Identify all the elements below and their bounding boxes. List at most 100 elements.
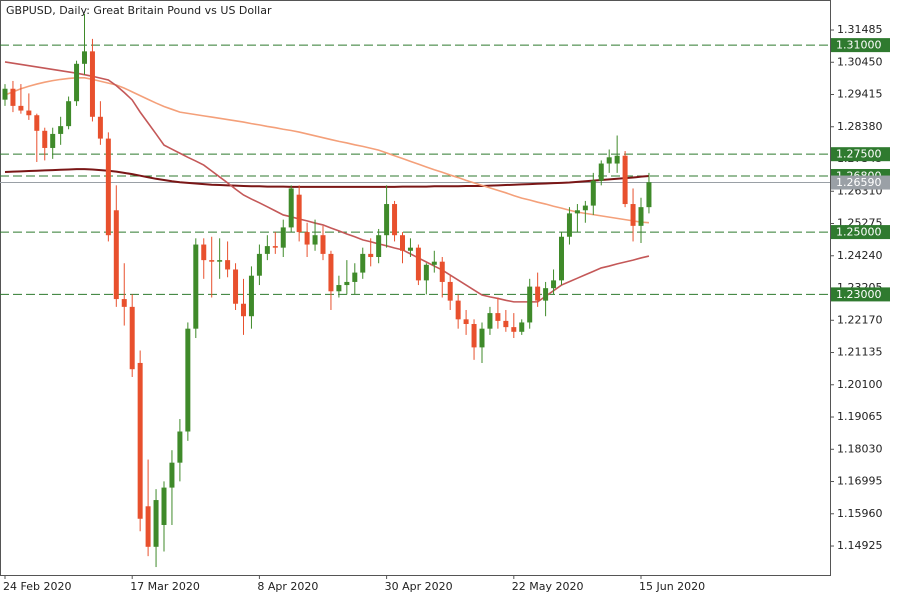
- candle-body: [193, 244, 199, 329]
- candle-body: [392, 204, 398, 236]
- x-tick-label: 30 Apr 2020: [385, 580, 453, 593]
- x-tick-label: 15 Jun 2020: [639, 580, 705, 593]
- candle-body: [400, 235, 405, 251]
- level-tag: [831, 38, 890, 53]
- x-tick-label: 8 Apr 2020: [257, 580, 318, 593]
- candle-body: [447, 281, 453, 301]
- candle-body: [368, 253, 374, 258]
- candle-body: [590, 180, 596, 206]
- candle-body: [463, 319, 469, 325]
- candle-body: [551, 280, 557, 289]
- y-tick-label: 1.22170: [837, 313, 883, 326]
- candle-body: [34, 115, 40, 131]
- candle-body: [511, 327, 517, 332]
- candle-body: [535, 286, 541, 301]
- candle-body: [328, 253, 334, 292]
- y-tick-label: 1.20100: [837, 378, 883, 391]
- x-tick-label: 17 Mar 2020: [130, 580, 200, 593]
- candle-body: [26, 110, 32, 116]
- candle-body: [519, 322, 525, 332]
- candle-body: [296, 194, 302, 233]
- candle-body: [415, 247, 421, 281]
- candle-body: [407, 247, 413, 251]
- candle-body: [376, 235, 382, 258]
- candle-body: [622, 155, 628, 205]
- candle-body: [606, 157, 612, 164]
- candle-body: [543, 288, 549, 301]
- candle-body: [574, 210, 580, 214]
- candle-body: [439, 261, 445, 282]
- candle-body: [304, 232, 310, 245]
- candle-body: [225, 260, 231, 270]
- marks: [0, 13, 830, 568]
- candle-body: [241, 303, 246, 317]
- candle-body: [423, 264, 429, 281]
- candle-body: [559, 236, 564, 281]
- candle-body: [455, 300, 461, 320]
- candle-body: [58, 126, 64, 134]
- candle-body: [66, 101, 72, 127]
- y-tick-label: 1.14925: [837, 539, 883, 552]
- candle-body: [74, 63, 80, 102]
- candle-body: [384, 204, 390, 236]
- level-tag: [831, 287, 890, 302]
- candle-body: [137, 362, 143, 519]
- y-tick-label: 1.18030: [837, 442, 883, 455]
- candle-body: [89, 51, 95, 117]
- candle-body: [97, 116, 103, 139]
- candle-body: [129, 306, 135, 370]
- level-label: 1.31000: [836, 39, 882, 52]
- candle-body: [479, 328, 485, 348]
- candle-body: [50, 133, 56, 148]
- candle-body: [614, 155, 620, 164]
- candle-body: [113, 210, 119, 300]
- candle-body: [471, 324, 477, 348]
- candle-body: [161, 487, 167, 525]
- candle-body: [503, 320, 509, 328]
- candle-body: [582, 205, 588, 211]
- moving-average: [4, 77, 650, 224]
- candle-body: [145, 506, 151, 547]
- candle-body: [344, 281, 350, 286]
- candle-body: [209, 260, 215, 262]
- x-tick-label: 22 May 2020: [512, 580, 584, 593]
- candle-body: [185, 328, 191, 432]
- candle-body: [248, 275, 254, 317]
- candle-body: [280, 227, 286, 248]
- candle-body: [105, 138, 111, 236]
- candle-body: [360, 253, 366, 273]
- candle-body: [272, 246, 278, 248]
- candle-body: [646, 182, 652, 208]
- y-tick-label: 1.24240: [837, 249, 883, 262]
- y-tick-label: 1.29415: [837, 88, 883, 101]
- candle-body: [598, 163, 604, 181]
- candle-body: [336, 285, 342, 292]
- candle-body: [201, 244, 207, 261]
- y-tick-label: 1.15960: [837, 507, 883, 520]
- candle-body: [18, 105, 24, 111]
- candle-body: [630, 204, 636, 226]
- level-label: 1.23000: [836, 288, 882, 301]
- candle-body: [10, 88, 16, 106]
- candle-body: [638, 207, 644, 226]
- candle-body: [82, 51, 87, 64]
- y-tick-label: 1.28380: [837, 120, 883, 133]
- candle-body: [312, 235, 318, 245]
- candle-body: [566, 213, 572, 237]
- y-tick-label: 1.21135: [837, 346, 883, 359]
- candle-body: [153, 500, 159, 547]
- moving-average: [4, 61, 650, 303]
- candle-body: [42, 130, 48, 148]
- candle-body: [431, 261, 437, 265]
- candle-body: [352, 272, 358, 282]
- y-tick-label: 1.19065: [837, 410, 883, 423]
- candle-body: [288, 188, 294, 228]
- candle-body: [233, 269, 239, 304]
- level-tag: [831, 147, 890, 162]
- y-tick-label: 1.30450: [837, 55, 883, 68]
- y-tick-label: 1.16995: [837, 475, 883, 488]
- candle-body: [487, 313, 493, 329]
- candle-body: [2, 88, 8, 100]
- x-tick-label: 24 Feb 2020: [3, 580, 71, 593]
